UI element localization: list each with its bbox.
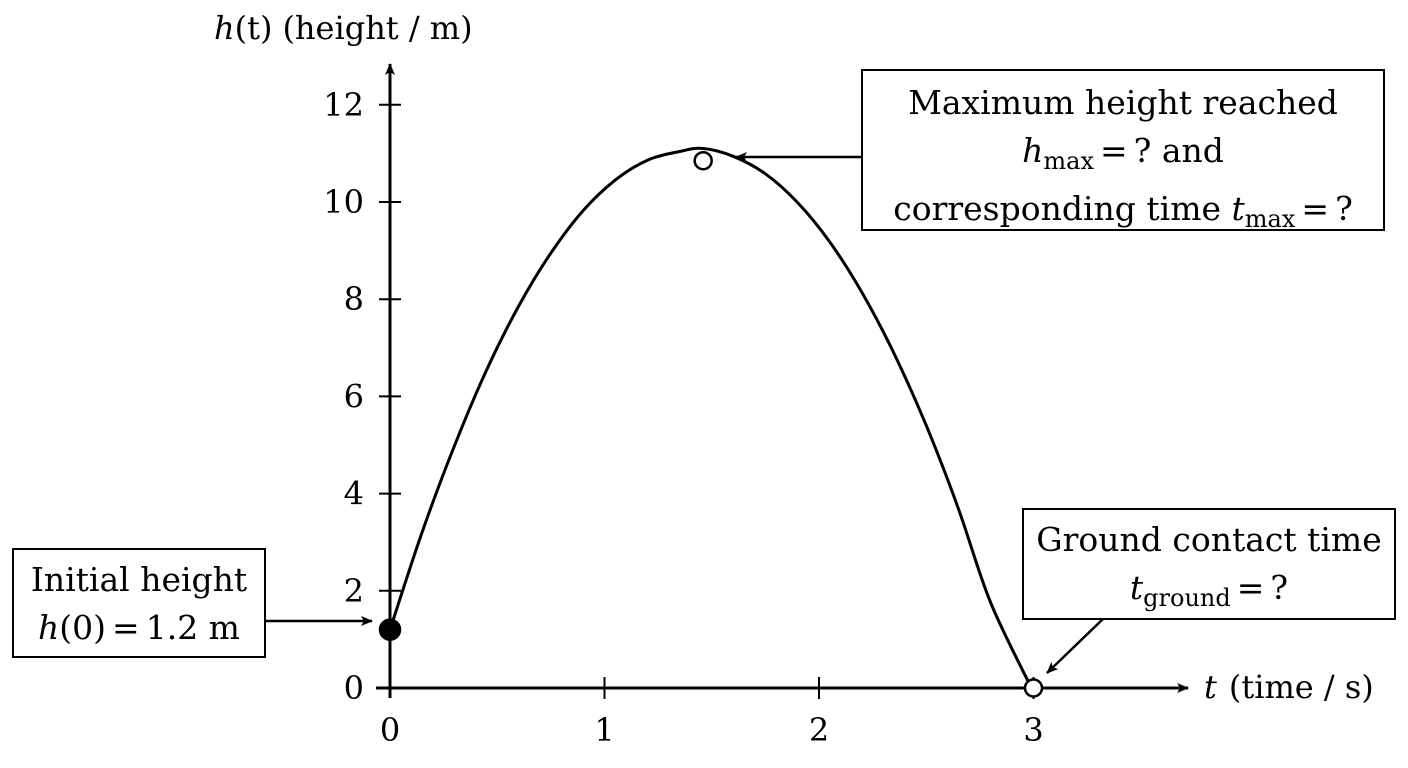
annotation-arrows [266,152,1105,674]
x-tick-label: 0 [380,711,400,749]
x-axis-title: t (time / s) [1204,668,1374,706]
marked-points [378,150,1044,698]
maximum-height-value: hmax =? and [1022,131,1224,175]
ground-point [1023,678,1044,698]
maximum-point [693,150,713,171]
y-tick-label: 2 [344,572,364,610]
y-tick-label: 4 [344,475,364,513]
initial-height-label: Initial height [30,560,248,599]
x-tick-label: 3 [1023,711,1043,749]
ground-contact-label: Ground contact time [1036,520,1382,559]
y-tick-label: 6 [344,377,364,415]
x-tick-label: 1 [594,711,614,749]
height-curve [388,146,1033,689]
initial-height-value: h(0) = 1.2 m [38,608,240,647]
y-axis-title: h(t) (height / m) [214,9,473,47]
maximum-height-box: Maximum height reached hmax =? and corres… [861,69,1385,233]
y-tick-label: 8 [344,280,364,318]
maximum-height-label: Maximum height reached [908,83,1338,122]
initial-point [378,618,402,641]
y-tick-label: 12 [323,86,364,124]
maximum-time-value: corresponding time tmax =? [893,189,1353,233]
ground-contact-value: tground =? [1129,568,1289,612]
ground-contact-arrow [1046,617,1105,674]
y-tick-label: 10 [323,183,364,221]
y-tick-label: 0 [344,669,364,707]
initial-height-box: Initial height h(0) = 1.2 m [12,548,266,658]
axes [376,63,1189,698]
ground-contact-box: Ground contact time tground =? [1022,508,1396,620]
x-tick-label: 2 [809,711,829,749]
